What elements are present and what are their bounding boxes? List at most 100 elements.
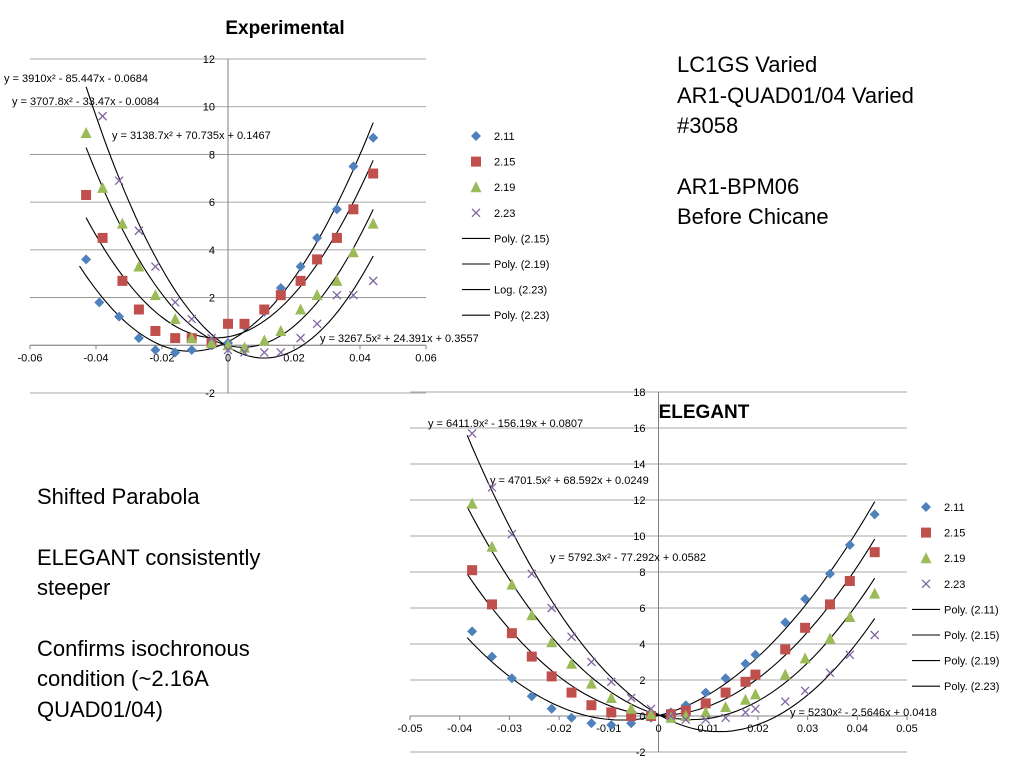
x-tick-label: -0.06: [17, 352, 42, 364]
data-point: [824, 568, 835, 579]
data-point: [97, 181, 109, 193]
legend-label: Poly. (2.19): [494, 259, 549, 271]
data-point: [116, 217, 128, 229]
y-tick-label: 0: [639, 711, 645, 723]
data-point: [331, 232, 342, 243]
data-point: [626, 693, 636, 703]
legend-marker: [921, 579, 931, 589]
data-point: [701, 715, 711, 725]
data-point: [527, 569, 537, 579]
data-point: [566, 687, 577, 698]
data-point: [680, 710, 692, 721]
data-point: [331, 274, 343, 286]
data-point: [566, 657, 578, 669]
legend-marker: [471, 156, 481, 167]
note-line: steeper: [37, 575, 111, 600]
data-point: [740, 676, 751, 687]
y-tick-label: 14: [633, 459, 645, 471]
data-point: [666, 711, 676, 721]
data-point: [170, 333, 181, 344]
trendline-equation: y = 3138.7x² + 70.735x + 0.1467: [112, 130, 271, 142]
data-point: [750, 649, 761, 660]
data-point: [275, 290, 286, 301]
data-point: [312, 319, 322, 329]
data-point: [134, 226, 144, 236]
data-point: [150, 325, 161, 336]
data-point: [869, 547, 880, 558]
data-point: [487, 482, 497, 492]
data-point: [780, 617, 791, 628]
trendline-equation: y = 5230x² - 2.5646x + 0.0418: [790, 707, 937, 719]
data-point: [800, 622, 811, 633]
data-point: [750, 669, 761, 680]
data-point: [150, 345, 161, 356]
note-line: [37, 513, 260, 543]
x-tick-label: -0.04: [83, 352, 108, 364]
note-line: AR1-BPM06: [677, 173, 800, 199]
data-point: [720, 701, 732, 712]
x-tick-label: -0.02: [149, 352, 174, 364]
data-point: [585, 677, 597, 689]
note-line: QUAD01/04): [37, 696, 163, 722]
x-tick-label: 0.01: [697, 723, 718, 735]
data-point: [506, 628, 517, 639]
trendline-equation: y = 6411.9x² - 156.19x + 0.0807: [428, 418, 583, 430]
data-point: [331, 204, 342, 215]
data-point: [700, 706, 712, 718]
data-point: [799, 652, 811, 664]
data-point: [296, 333, 306, 343]
data-point: [258, 334, 270, 346]
data-point: [312, 232, 323, 243]
data-point: [347, 246, 359, 258]
data-point: [94, 297, 105, 308]
note-line: LC1GS Varied: [677, 52, 818, 77]
note-line: [677, 142, 914, 172]
data-point: [368, 168, 379, 179]
data-point: [739, 693, 751, 705]
data-point: [547, 603, 557, 613]
data-point: [98, 111, 108, 121]
data-point: [295, 261, 306, 272]
data-point: [800, 594, 811, 604]
legend-label: Poly. (2.23): [494, 310, 549, 322]
data-point: [259, 304, 270, 315]
data-point: [825, 668, 835, 678]
data-point: [605, 692, 617, 703]
data-point: [467, 626, 478, 637]
data-point: [97, 232, 108, 243]
y-tick-label: 16: [633, 423, 645, 435]
data-point: [81, 189, 92, 200]
y-tick-label: 12: [633, 495, 645, 507]
y-tick-label: 2: [209, 293, 215, 305]
data-point: [869, 509, 880, 520]
data-point: [332, 290, 342, 300]
data-point: [526, 609, 538, 621]
data-point: [646, 704, 656, 714]
y-tick-label: 4: [209, 245, 215, 257]
data-point: [606, 720, 617, 730]
data-point: [187, 314, 197, 324]
data-point: [133, 260, 145, 272]
y-tick-label: 10: [633, 531, 645, 543]
data-point: [486, 540, 498, 552]
data-point: [80, 126, 92, 138]
note-line: Before Chicane: [677, 204, 829, 229]
data-point: [507, 529, 517, 539]
data-point: [311, 289, 323, 301]
trendline-equation: y = 5792.3x² - 77.292x + 0.0582: [550, 552, 706, 564]
note-line: AR1-QUAD01/04 Varied: [677, 82, 914, 108]
data-point: [750, 704, 760, 714]
data-point: [207, 333, 216, 343]
note-line: [37, 604, 260, 634]
data-point: [665, 711, 677, 723]
trendline: [466, 501, 876, 721]
legend-label: 2.23: [944, 579, 965, 591]
note-line: ELEGANT consistently: [37, 544, 261, 570]
legend-label: Poly. (2.15): [944, 630, 999, 642]
data-point: [645, 708, 657, 720]
data-point: [170, 297, 180, 307]
data-point: [295, 275, 306, 286]
data-point: [259, 347, 269, 357]
y-tick-label: 12: [203, 54, 215, 66]
